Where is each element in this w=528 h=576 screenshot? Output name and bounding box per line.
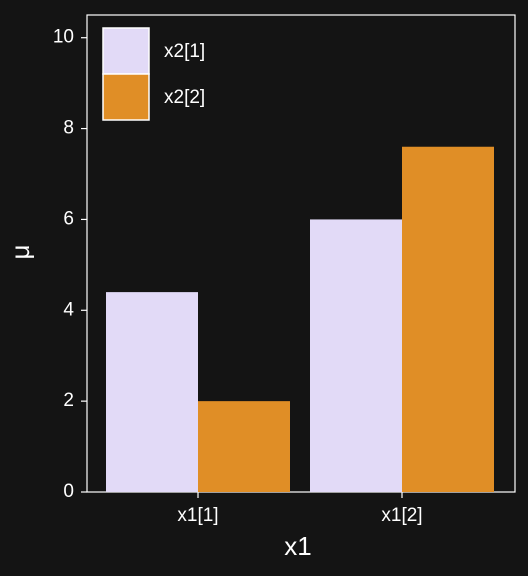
y-tick-label: 6: [63, 208, 74, 229]
x-tick-label: x1[1]: [177, 505, 218, 526]
panel-border: [86, 14, 516, 493]
legend-label: x2[1]: [164, 41, 205, 62]
bar: [402, 146, 494, 492]
y-tick-label: 4: [63, 299, 74, 320]
bar: [198, 401, 290, 492]
legend-label: x2[2]: [164, 87, 205, 108]
y-tick-label: 2: [63, 390, 74, 411]
y-tick-label: 10: [53, 27, 74, 48]
y-tick-label: 0: [63, 481, 74, 502]
y-axis-title: μ: [5, 245, 35, 260]
legend-key: [102, 73, 150, 121]
legend-key: [102, 27, 150, 75]
y-tick-label: 8: [63, 118, 74, 139]
bar: [310, 219, 402, 492]
x-tick-label: x1[2]: [381, 505, 422, 526]
bar: [106, 292, 198, 492]
x-axis-title: x1: [284, 531, 311, 561]
